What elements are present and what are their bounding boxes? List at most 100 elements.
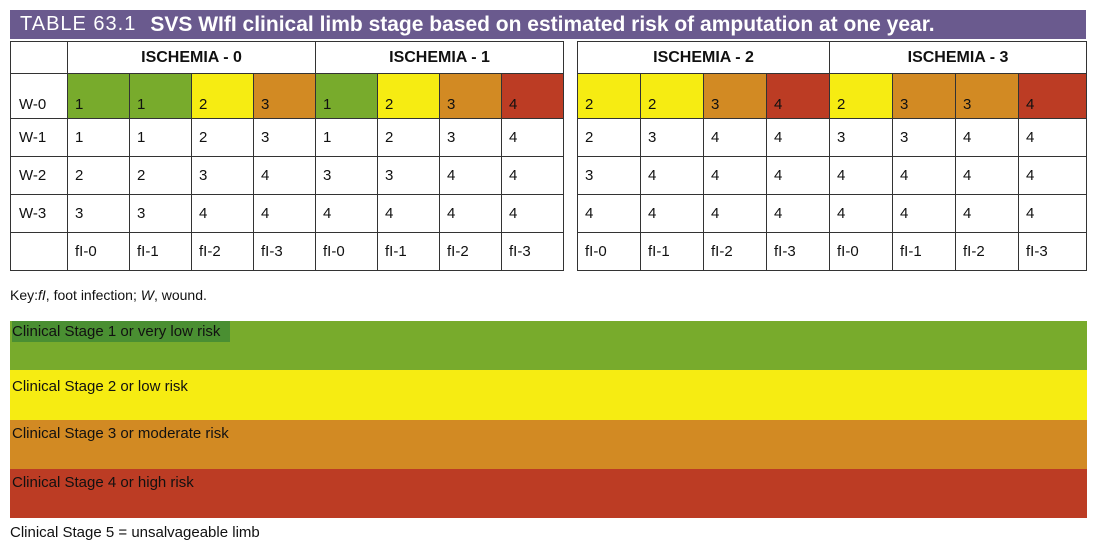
stage-cell: 1	[315, 73, 378, 119]
stage-cell: 1	[129, 118, 192, 157]
fi-label: fI-2	[191, 232, 254, 271]
stage-cell: 3	[439, 118, 502, 157]
stage-cell: 1	[129, 73, 192, 119]
stage-legend-label: Clinical Stage 2 or low risk	[12, 378, 188, 395]
stage-cell: 2	[577, 73, 641, 119]
wifi-table-right: ISCHEMIA - 2 ISCHEMIA - 3 2 2 3 4 2 3 3 …	[577, 41, 1087, 271]
stage-cell: 4	[955, 118, 1019, 157]
fi-label: fI-3	[253, 232, 316, 271]
fi-label: fI-3	[766, 232, 830, 271]
stage-legend-4: Clinical Stage 4 or high risk	[10, 469, 1087, 518]
table-row-w1: 2 3 4 4 3 3 4 4	[577, 118, 1087, 157]
stage-cell: 2	[377, 118, 440, 157]
fi-label: fI-2	[439, 232, 502, 271]
stage-cell: 4	[955, 156, 1019, 195]
fi-label: fI-1	[377, 232, 440, 271]
stage-cell: 4	[1018, 156, 1087, 195]
fi-label: fI-0	[315, 232, 378, 271]
fi-label-row: fI-0 fI-1 fI-2 fI-3 fI-0 fI-1 fI-2 fI-3	[10, 232, 564, 271]
fi-label: fI-3	[1018, 232, 1087, 271]
stage-legend-label: Clinical Stage 4 or high risk	[12, 474, 194, 491]
stage-cell: 4	[766, 73, 830, 119]
stage-cell: 3	[253, 118, 316, 157]
stage-cell: 2	[129, 156, 192, 195]
fi-label: fI-1	[892, 232, 956, 271]
table-row-w2: W-2 2 2 3 4 3 3 4 4	[10, 156, 564, 195]
fi-label-row: fI-0 fI-1 fI-2 fI-3 fI-0 fI-1 fI-2 fI-3	[577, 232, 1087, 271]
stage-cell: 3	[439, 73, 502, 119]
stage-cell: 3	[67, 194, 130, 233]
stage-legend-label: Clinical Stage 3 or moderate risk	[12, 425, 229, 442]
stage-cell: 4	[253, 194, 316, 233]
stage-cell: 4	[892, 194, 956, 233]
stage-cell: 3	[253, 73, 316, 119]
key-fi-abbr: fI	[38, 287, 46, 303]
table-title: SVS WIfI clinical limb stage based on es…	[150, 12, 935, 36]
fi-label: fI-0	[67, 232, 130, 271]
group-header-row: ISCHEMIA - 2 ISCHEMIA - 3	[577, 41, 1087, 74]
stage-cell: 3	[829, 118, 893, 157]
stage-cell: 3	[955, 73, 1019, 119]
stage-cell: 4	[315, 194, 378, 233]
table-row-w0: W-0 1 1 2 3 1 2 3 4	[10, 73, 564, 119]
stage-cell: 4	[501, 118, 564, 157]
fi-label: fI-1	[129, 232, 192, 271]
key-note: Key:fI, foot infection; W, wound.	[10, 287, 207, 303]
row-label: W-1	[10, 118, 68, 157]
key-fi-def: , foot infection;	[45, 287, 141, 303]
stage-cell: 4	[829, 194, 893, 233]
fi-label: fI-1	[640, 232, 704, 271]
stage-cell: 2	[191, 73, 254, 119]
stage-cell: 4	[191, 194, 254, 233]
stage-cell: 4	[501, 156, 564, 195]
stage-cell: 4	[955, 194, 1019, 233]
stage-cell: 2	[191, 118, 254, 157]
stage-cell: 1	[315, 118, 378, 157]
stage-legend-1: Clinical Stage 1 or very low risk	[10, 321, 1087, 370]
stage-cell: 4	[766, 156, 830, 195]
table-row-w0: 2 2 3 4 2 3 3 4	[577, 73, 1087, 119]
stage-cell: 2	[640, 73, 704, 119]
stage-cell: 3	[640, 118, 704, 157]
stage-cell: 4	[253, 156, 316, 195]
table-title-bar: TABLE 63.1 SVS WIfI clinical limb stage …	[10, 10, 1086, 39]
stage-cell: 3	[577, 156, 641, 195]
row-label: W-2	[10, 156, 68, 195]
stage-cell: 3	[191, 156, 254, 195]
stage-cell: 4	[703, 194, 767, 233]
stage-cell: 4	[1018, 73, 1087, 119]
stage-cell: 1	[67, 73, 130, 119]
stage-cell: 4	[766, 118, 830, 157]
stage-cell: 3	[703, 73, 767, 119]
stage-cell: 4	[501, 194, 564, 233]
stage-cell: 4	[377, 194, 440, 233]
stage-cell: 4	[501, 73, 564, 119]
stage-cell: 4	[439, 194, 502, 233]
row-label: W-3	[10, 194, 68, 233]
table-row-w2: 3 4 4 4 4 4 4 4	[577, 156, 1087, 195]
corner-cell	[10, 232, 68, 271]
stage-cell: 4	[766, 194, 830, 233]
fi-label: fI-2	[955, 232, 1019, 271]
key-w-abbr: W	[140, 287, 154, 303]
stage-cell: 4	[1018, 118, 1087, 157]
group-header-ischemia-0: ISCHEMIA - 0	[67, 41, 316, 74]
group-header-row: ISCHEMIA - 0 ISCHEMIA - 1	[10, 41, 564, 74]
stage-cell: 3	[892, 73, 956, 119]
table-row-w1: W-1 1 1 2 3 1 2 3 4	[10, 118, 564, 157]
row-label: W-0	[10, 73, 68, 119]
key-prefix: Key:	[10, 287, 39, 303]
key-w-def: , wound.	[153, 287, 207, 303]
stage-cell: 4	[703, 118, 767, 157]
group-header-ischemia-2: ISCHEMIA - 2	[577, 41, 830, 74]
wifi-table-left: ISCHEMIA - 0 ISCHEMIA - 1 W-0 1 1 2 3 1 …	[10, 41, 564, 271]
stage-cell: 3	[892, 118, 956, 157]
table-row-w3: W-3 3 3 4 4 4 4 4 4	[10, 194, 564, 233]
stage-cell: 4	[439, 156, 502, 195]
fi-label: fI-0	[577, 232, 641, 271]
stage-legend-2: Clinical Stage 2 or low risk	[10, 370, 1087, 420]
stage-cell: 2	[577, 118, 641, 157]
fi-label: fI-3	[501, 232, 564, 271]
stage-cell: 4	[640, 156, 704, 195]
stage-legend-label: Clinical Stage 1 or very low risk	[12, 321, 231, 342]
